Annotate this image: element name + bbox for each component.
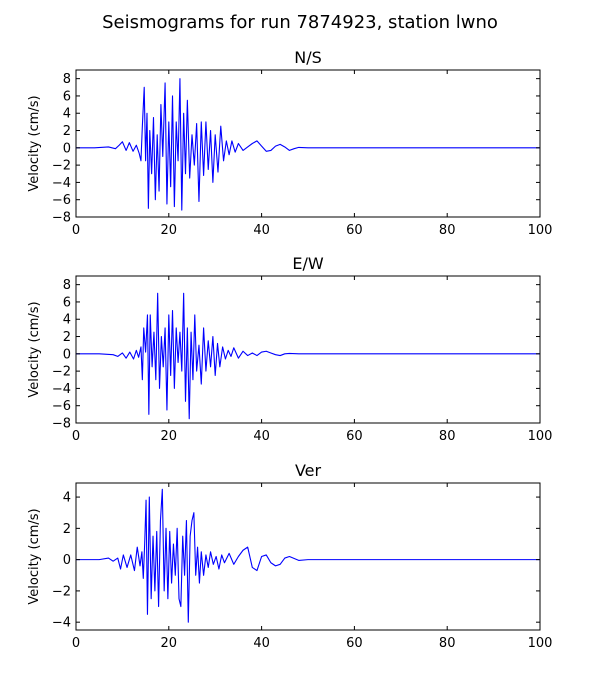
y-tick-label: −8 — [52, 211, 71, 226]
x-tick-label: 100 — [528, 429, 553, 444]
y-tick-label: 2 — [63, 124, 71, 139]
y-tick-label: 0 — [63, 347, 71, 362]
x-tick-label: 0 — [72, 429, 80, 444]
figure-title: Seismograms for run 7874923, station lwn… — [102, 12, 498, 33]
x-tick-label: 0 — [72, 223, 80, 238]
y-tick-label: 6 — [63, 295, 71, 310]
y-tick-label: −4 — [52, 616, 71, 631]
panel-ns-axes — [75, 69, 541, 218]
y-tick-label: 0 — [63, 553, 71, 568]
panel-ns-ylabel: Velocity (cm/s) — [27, 95, 42, 191]
x-tick-label: 20 — [161, 429, 178, 444]
x-tick-label: 80 — [439, 636, 456, 651]
y-tick-label: 2 — [63, 330, 71, 345]
y-tick-label: 6 — [63, 89, 71, 104]
panel-ver-trace — [76, 488, 540, 623]
panel-ew-title: E/W — [292, 254, 324, 273]
panel-ew: E/W Velocity (cm/s) 0 20 40 60 80 100−8−6−4−2… — [27, 254, 552, 444]
panel-ver-ylabel: Velocity (cm/s) — [27, 508, 42, 604]
x-tick-label: 80 — [439, 223, 456, 238]
y-tick-label: −8 — [52, 417, 71, 432]
y-tick-label: 0 — [63, 141, 71, 156]
x-tick-label: 80 — [439, 429, 456, 444]
x-tick-label: 60 — [346, 223, 363, 238]
y-tick-label: −2 — [52, 584, 71, 599]
panel-ns: N/S Velocity (cm/s) 0 20 40 60 80 100−8−6−4−2… — [27, 48, 552, 238]
x-tick-label: 60 — [346, 429, 363, 444]
x-tick-label: 40 — [253, 223, 270, 238]
y-tick-label: 2 — [63, 522, 71, 537]
x-tick-label: 100 — [528, 636, 553, 651]
y-tick-label: 8 — [63, 278, 71, 293]
x-tick-label: 20 — [161, 223, 178, 238]
x-tick-label: 0 — [72, 636, 80, 651]
y-tick-label: −6 — [52, 399, 71, 414]
panel-ew-axes — [75, 275, 541, 424]
y-tick-label: −2 — [52, 365, 71, 380]
y-tick-label: 4 — [63, 107, 71, 122]
x-tick-label: 100 — [528, 223, 553, 238]
panel-ew-trace — [76, 292, 540, 420]
y-tick-label: −6 — [52, 193, 71, 208]
panel-ns-title: N/S — [294, 48, 322, 67]
y-tick-label: −4 — [52, 382, 71, 397]
x-tick-label: 40 — [253, 636, 270, 651]
x-tick-label: 40 — [253, 429, 270, 444]
panel-ver-title: Ver — [295, 461, 322, 480]
x-tick-label: 60 — [346, 636, 363, 651]
panel-ns-trace — [76, 78, 540, 211]
y-tick-label: 4 — [63, 313, 71, 328]
y-tick-label: 8 — [63, 72, 71, 87]
y-tick-label: 4 — [63, 491, 71, 506]
x-tick-label: 20 — [161, 636, 178, 651]
y-tick-label: −2 — [52, 159, 71, 174]
panel-ew-ylabel: Velocity (cm/s) — [27, 301, 42, 397]
panel-ver: Ver Velocity (cm/s) 0 20 40 60 80 100 −4 −2 0 2 4 — [27, 461, 552, 651]
y-tick-label: −4 — [52, 176, 71, 191]
